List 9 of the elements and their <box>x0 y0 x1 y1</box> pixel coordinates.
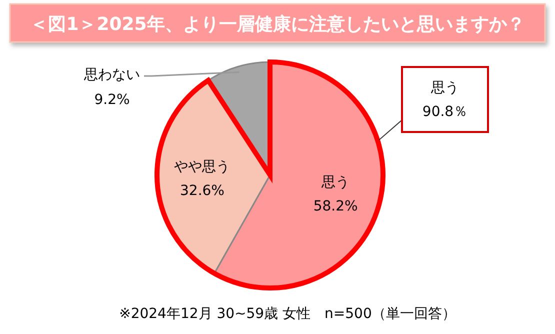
slice-label: 思わない <box>83 67 140 83</box>
data-label: 58.2% <box>313 198 358 214</box>
text: ※2024年12月 30~59歳 女性 n=500（単一回答） <box>119 306 456 322</box>
data-label: 32.6% <box>180 183 224 200</box>
data-label: 9.2% <box>94 92 130 108</box>
text: 思う 90.8％ <box>422 80 468 120</box>
chart-title: ＜図1＞2025年、より一層健康に注意したいと思いますか？ <box>30 14 525 35</box>
slice-label: 思う <box>320 174 350 190</box>
slice-label: やや思う <box>174 159 230 176</box>
